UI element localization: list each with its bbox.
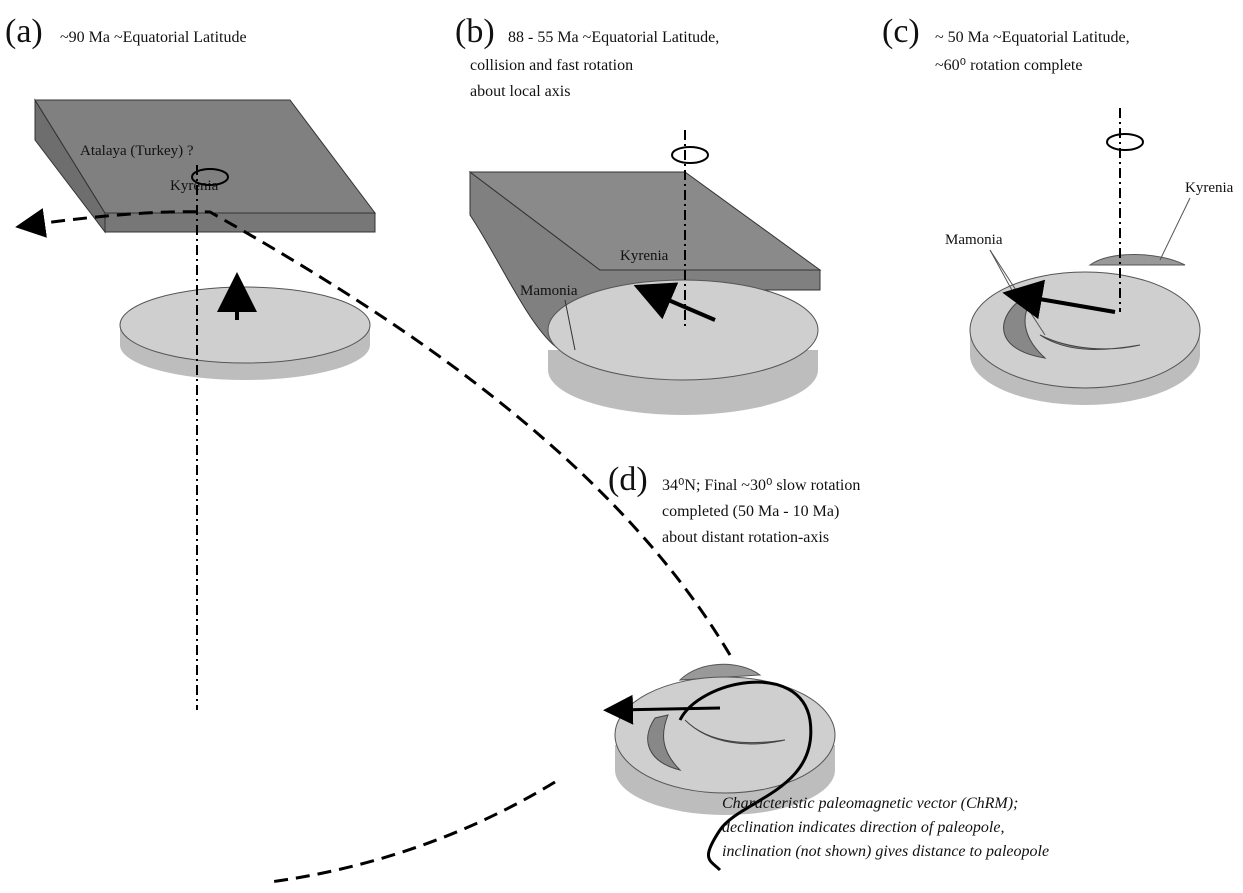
region-label: Mamonia: [945, 232, 1003, 248]
panel-c: (c) ~ 50 Ma ~Equatorial Latitude, ~60⁰ r…: [882, 13, 1234, 405]
panel-label: (c): [882, 13, 920, 50]
caption: ~ 50 Ma ~Equatorial Latitude,: [935, 29, 1130, 46]
panel-label: (d): [608, 461, 648, 498]
region-label: Kyrenia: [620, 248, 669, 264]
caption: 34⁰N; Final ~30⁰ slow rotation: [662, 477, 860, 494]
panel-label: (a): [5, 13, 43, 50]
caption: ~90 Ma ~Equatorial Latitude: [60, 29, 247, 46]
diagram: (a) ~90 Ma ~Equatorial Latitude Atalaya …: [0, 0, 1243, 893]
panel-label: (b): [455, 13, 495, 50]
caption: completed (50 Ma - 10 Ma): [662, 503, 839, 520]
note: declination indicates direction of paleo…: [722, 819, 1004, 836]
caption: ~60⁰ rotation complete: [935, 57, 1082, 74]
region-label: Kyrenia: [1185, 180, 1234, 196]
caption: 88 - 55 Ma ~Equatorial Latitude,: [508, 29, 719, 46]
note: Characteristic paleomagnetic vector (ChR…: [722, 795, 1018, 812]
note: inclination (not shown) gives distance t…: [722, 843, 1049, 860]
panel-b: (b) 88 - 55 Ma ~Equatorial Latitude, col…: [455, 13, 820, 415]
region-label: Mamonia: [520, 283, 578, 299]
panel-a: (a) ~90 Ma ~Equatorial Latitude Atalaya …: [5, 13, 375, 380]
caption: collision and fast rotation: [470, 57, 633, 74]
caption: about local axis: [470, 83, 570, 100]
caption: about distant rotation-axis: [662, 529, 829, 546]
region-label: Atalaya (Turkey) ?: [80, 143, 194, 159]
